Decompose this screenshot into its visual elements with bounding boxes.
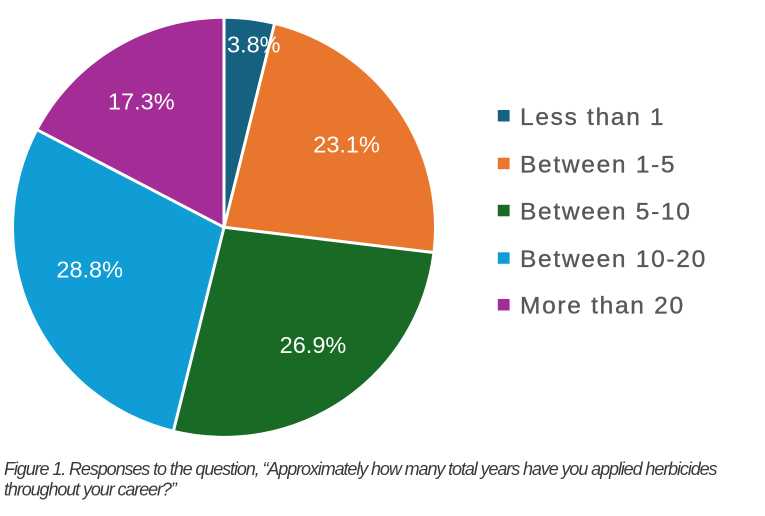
svg-text:17.3%: 17.3% [108,89,175,115]
svg-text:Between 5-10: Between 5-10 [520,199,692,226]
svg-text:throughout your career?”: throughout your career?” [4,480,178,500]
svg-text:23.1%: 23.1% [313,131,380,157]
svg-text:Between 1-5: Between 1-5 [520,152,676,179]
svg-text:More than 20: More than 20 [520,293,685,320]
svg-text:Between 10-20: Between 10-20 [520,246,707,273]
svg-text:26.9%: 26.9% [280,332,347,358]
svg-text:28.8%: 28.8% [56,257,123,283]
svg-text:Less than 1: Less than 1 [520,104,665,131]
svg-text:3.8%: 3.8% [227,31,281,57]
svg-text:Figure 1. Responses to the que: Figure 1. Responses to the question, “Ap… [4,459,718,479]
